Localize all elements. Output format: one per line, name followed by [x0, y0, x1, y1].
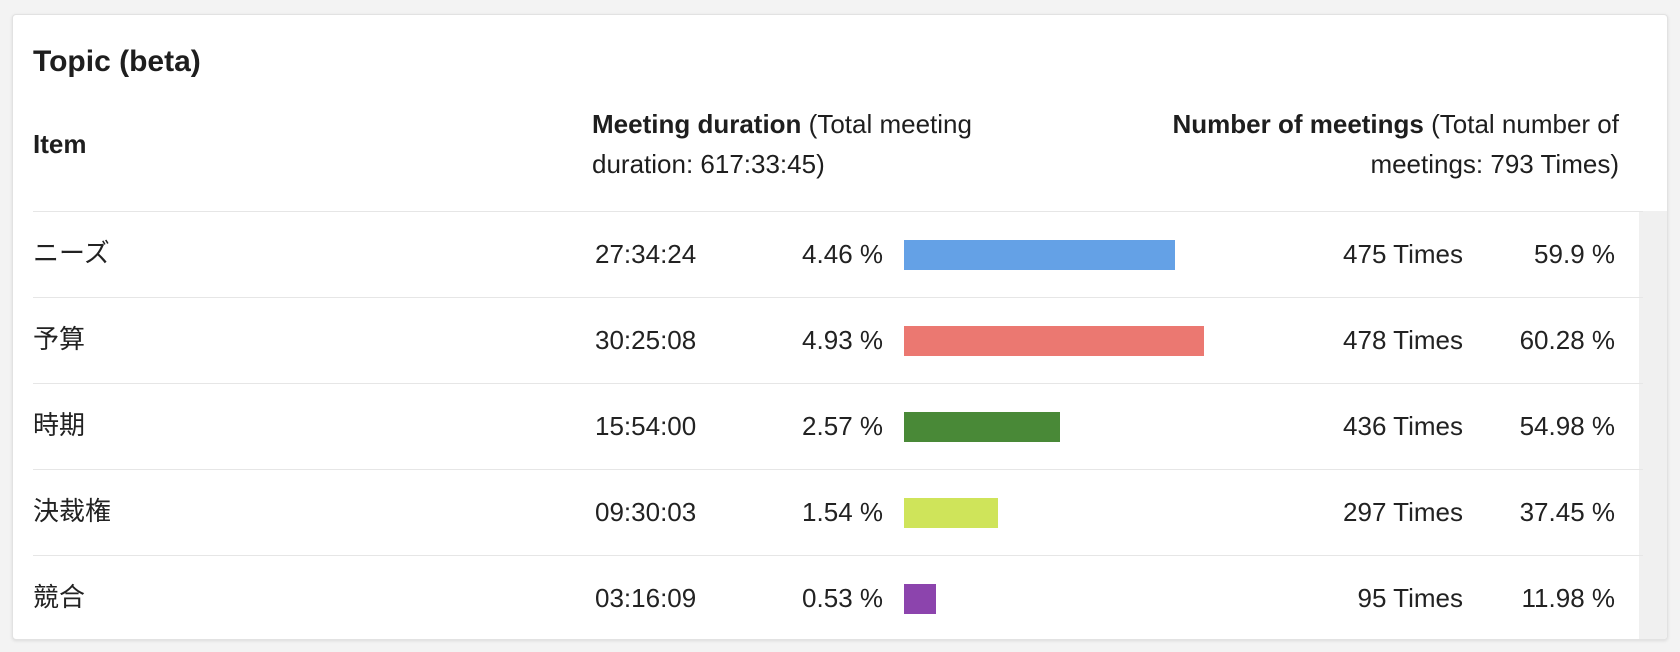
topic-meeting-percent: 60.28 % [1519, 325, 1615, 355]
duration-bar-track [904, 326, 1204, 356]
topic-panel: Topic (beta) Item Meeting duration (Tota… [12, 14, 1668, 640]
topic-name: 時期 [33, 411, 86, 441]
duration-bar-track [904, 412, 1204, 442]
topic-duration-percent: 0.53 % [802, 583, 883, 613]
topic-duration-percent: 4.93 % [802, 325, 883, 355]
duration-bar [904, 240, 1175, 270]
table-row: 時期 15:54:00 2.57 % 436 Times 54.98 % [33, 383, 1643, 469]
meetings-header-label: Number of meetings [1172, 109, 1424, 139]
meetings-header-total: (Total number of meetings: 793 Times) [1370, 109, 1619, 179]
topic-meeting-count: 475 Times [1343, 239, 1463, 269]
topic-meeting-percent: 59.9 % [1534, 239, 1615, 269]
topic-duration: 09:30:03 [595, 497, 697, 527]
topic-duration: 27:34:24 [595, 239, 697, 269]
table-row: 予算 30:25:08 4.93 % 478 Times 60.28 % [33, 297, 1643, 383]
topic-meeting-count: 95 Times [1357, 583, 1464, 613]
topic-name: 競合 [33, 583, 86, 613]
table-row: 決裁権 09:30:03 1.54 % 297 Times 37.45 % [33, 469, 1643, 555]
topic-duration: 15:54:00 [595, 411, 697, 441]
duration-header-label: Meeting duration [592, 109, 802, 139]
duration-bar [904, 326, 1204, 356]
duration-bar [904, 584, 936, 614]
column-header-duration: Meeting duration (Total meeting duration… [592, 104, 1012, 184]
topic-duration: 03:16:09 [595, 583, 697, 613]
topic-meeting-percent: 11.98 % [1521, 583, 1615, 613]
column-header-item: Item [33, 129, 87, 159]
duration-header-total: (Total meeting duration: 617:33:45) [592, 109, 972, 179]
column-header-meetings: Number of meetings (Total number of meet… [1119, 104, 1619, 184]
panel-title: Topic (beta) [33, 45, 201, 78]
topic-duration: 30:25:08 [595, 325, 697, 355]
duration-bar [904, 498, 998, 528]
topic-meeting-count: 297 Times [1343, 497, 1463, 527]
topic-duration-percent: 1.54 % [802, 497, 883, 527]
topic-table: ニーズ 27:34:24 4.46 % 475 Times 59.9 % 予算 … [33, 211, 1643, 639]
topic-meeting-count: 436 Times [1343, 411, 1463, 441]
topic-name: 決裁権 [33, 497, 112, 527]
topic-duration-percent: 2.57 % [802, 411, 883, 441]
table-row: ニーズ 27:34:24 4.46 % 475 Times 59.9 % [33, 211, 1643, 297]
duration-bar-track [904, 240, 1204, 270]
duration-bar-track [904, 498, 1204, 528]
topic-name: ニーズ [33, 239, 110, 269]
duration-bar-track [904, 584, 1204, 614]
topic-meeting-percent: 54.98 % [1519, 411, 1615, 441]
topic-duration-percent: 4.46 % [802, 239, 883, 269]
topic-meeting-percent: 37.45 % [1519, 497, 1615, 527]
scrollbar[interactable] [1639, 211, 1667, 639]
topic-name: 予算 [33, 325, 86, 355]
topic-meeting-count: 478 Times [1343, 325, 1463, 355]
table-row: 競合 03:16:09 0.53 % 95 Times 11.98 % [33, 555, 1643, 639]
duration-bar [904, 412, 1060, 442]
